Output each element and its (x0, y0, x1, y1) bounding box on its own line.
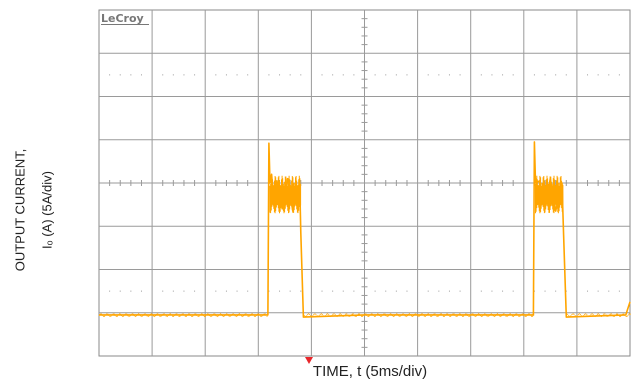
grid-dot (247, 74, 249, 76)
grid-dot (565, 290, 567, 292)
center-axis-ticks (109, 18, 620, 348)
grid-dot (332, 74, 334, 76)
grid-dot (406, 74, 408, 76)
grid-dot (427, 74, 429, 76)
grid-dot (533, 290, 535, 292)
grid-dot (236, 74, 238, 76)
y-axis-label-line1: OUTPUT CURRENT, (12, 148, 28, 272)
svg-text:LeCroy: LeCroy (101, 12, 144, 25)
grid-dot (225, 74, 227, 76)
grid-dot (587, 74, 589, 76)
grid-dot (544, 290, 546, 292)
grid-dot (353, 290, 355, 292)
grid-dot (300, 290, 302, 292)
grid-dot (109, 74, 111, 76)
grid-dot (225, 290, 227, 292)
grid-dot (119, 74, 121, 76)
grid-dot (491, 74, 493, 76)
trigger-marker-icon (305, 357, 313, 364)
grid-dot (502, 74, 504, 76)
grid-dot (172, 74, 174, 76)
grid-dot (555, 74, 557, 76)
grid-dot (140, 290, 142, 292)
grid-dot (395, 290, 397, 292)
grid-dot (109, 290, 111, 292)
grid-dot (236, 290, 238, 292)
grid-dot (438, 74, 440, 76)
x-axis-title: TIME, t (5ms/div) (312, 363, 428, 380)
trace-ripple (269, 175, 564, 214)
grid-dot (268, 74, 270, 76)
grid-dot (342, 290, 344, 292)
grid-dot (597, 74, 599, 76)
grid-dot (374, 290, 376, 292)
grid-dot (162, 74, 164, 76)
grid-dot (533, 74, 535, 76)
grid-dot (332, 290, 334, 292)
grid-dot (268, 290, 270, 292)
grid-dot (512, 290, 514, 292)
grid-dot (385, 290, 387, 292)
grid-dot (342, 74, 344, 76)
grid-dot (289, 290, 291, 292)
grid-dot (618, 290, 620, 292)
grid-dots (109, 74, 620, 292)
grid-dot (502, 290, 504, 292)
grid-dot (130, 290, 132, 292)
grid-dot (162, 290, 164, 292)
grid-lines (99, 10, 630, 356)
grid-dot (544, 74, 546, 76)
grid-dot (194, 74, 196, 76)
grid-dot (183, 74, 185, 76)
grid-dot (512, 74, 514, 76)
grid-dot (608, 74, 610, 76)
grid-dot (459, 74, 461, 76)
grid-dot (279, 290, 281, 292)
grid-dot (587, 290, 589, 292)
grid-dot (395, 74, 397, 76)
grid-dot (480, 74, 482, 76)
y-axis-title: OUTPUT CURRENT, Iₒ (A) (5A/div) (0, 0, 100, 356)
grid-dot (597, 290, 599, 292)
grid-dot (406, 290, 408, 292)
grid-dot (555, 290, 557, 292)
grid-dot (491, 290, 493, 292)
grid-dot (183, 290, 185, 292)
grid-dot (172, 290, 174, 292)
grid-dot (480, 290, 482, 292)
grid-dot (618, 74, 620, 76)
grid-dot (448, 74, 450, 76)
grid-dot (130, 74, 132, 76)
grid-dot (247, 290, 249, 292)
grid-dot (194, 290, 196, 292)
grid-dot (374, 74, 376, 76)
brand-logo: LeCroy (101, 12, 149, 25)
grid-dot (608, 290, 610, 292)
grid-dot (279, 74, 281, 76)
grid-dot (565, 74, 567, 76)
grid-dot (140, 74, 142, 76)
grid-dot (215, 290, 217, 292)
grid-dot (289, 74, 291, 76)
grid-dot (300, 74, 302, 76)
y-axis-label-line2: Iₒ (A) (5A/div) (39, 171, 55, 249)
grid-dot (321, 74, 323, 76)
grid-dot (215, 74, 217, 76)
grid-dot (385, 74, 387, 76)
grid-dot (459, 290, 461, 292)
grid-dot (427, 290, 429, 292)
grid-dot (438, 290, 440, 292)
grid-dot (321, 290, 323, 292)
grid-dot (119, 290, 121, 292)
trace-baseline-noise (98, 313, 631, 318)
grid-dot (448, 290, 450, 292)
grid-dot (353, 74, 355, 76)
